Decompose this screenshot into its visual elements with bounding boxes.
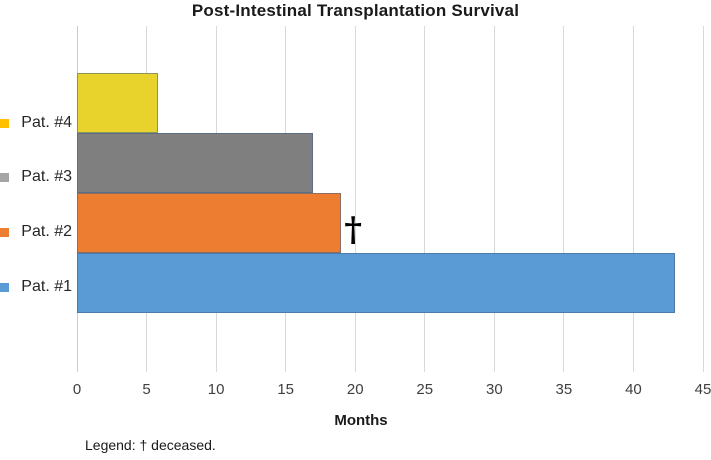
- x-tick-label-30: 30: [485, 381, 503, 398]
- x-axis-title: Months: [334, 412, 388, 429]
- x-tick-label-0: 0: [72, 381, 82, 398]
- legend-footnote: Legend: † deceased.: [85, 437, 216, 453]
- x-tick-label-20: 20: [346, 381, 364, 398]
- bar-pat-4: [77, 73, 158, 133]
- series-swatch-icon: [0, 282, 9, 292]
- x-tick-label-15: 15: [277, 381, 294, 398]
- category-label-text: Pat. #2: [21, 223, 72, 240]
- x-tick-label-40: 40: [625, 381, 642, 398]
- bar-pat-2: [77, 193, 342, 253]
- bar-pat-3: [77, 133, 314, 193]
- category-label-pat-2: Pat. #2: [0, 222, 72, 242]
- category-label-text: Pat. #3: [21, 168, 72, 185]
- gridline-30: [493, 26, 495, 372]
- category-label-pat-4: Pat. #4: [0, 113, 72, 133]
- deceased-dagger-annotation: †: [344, 210, 363, 250]
- category-label-text: Pat. #4: [21, 114, 72, 131]
- bar-pat-1: [77, 253, 676, 313]
- x-tick-label-25: 25: [416, 381, 434, 398]
- gridline-45: [702, 26, 704, 372]
- category-label-pat-1: Pat. #1: [0, 277, 72, 297]
- series-swatch-icon: [0, 172, 9, 182]
- x-tick-label-35: 35: [555, 381, 573, 398]
- gridline-25: [424, 26, 426, 372]
- x-tick-label-10: 10: [207, 381, 225, 398]
- category-label-pat-3: Pat. #3: [0, 167, 72, 187]
- x-tick-label-45: 45: [694, 381, 711, 398]
- chart-title: Post-Intestinal Transplantation Survival: [191, 1, 520, 20]
- series-swatch-icon: [0, 227, 9, 237]
- gridline-40: [632, 26, 634, 372]
- x-tick-label-5: 5: [142, 381, 151, 398]
- gridline-35: [563, 26, 565, 372]
- series-swatch-icon: [0, 118, 9, 128]
- category-label-text: Pat. #1: [21, 278, 72, 295]
- gridline-20: [354, 26, 356, 372]
